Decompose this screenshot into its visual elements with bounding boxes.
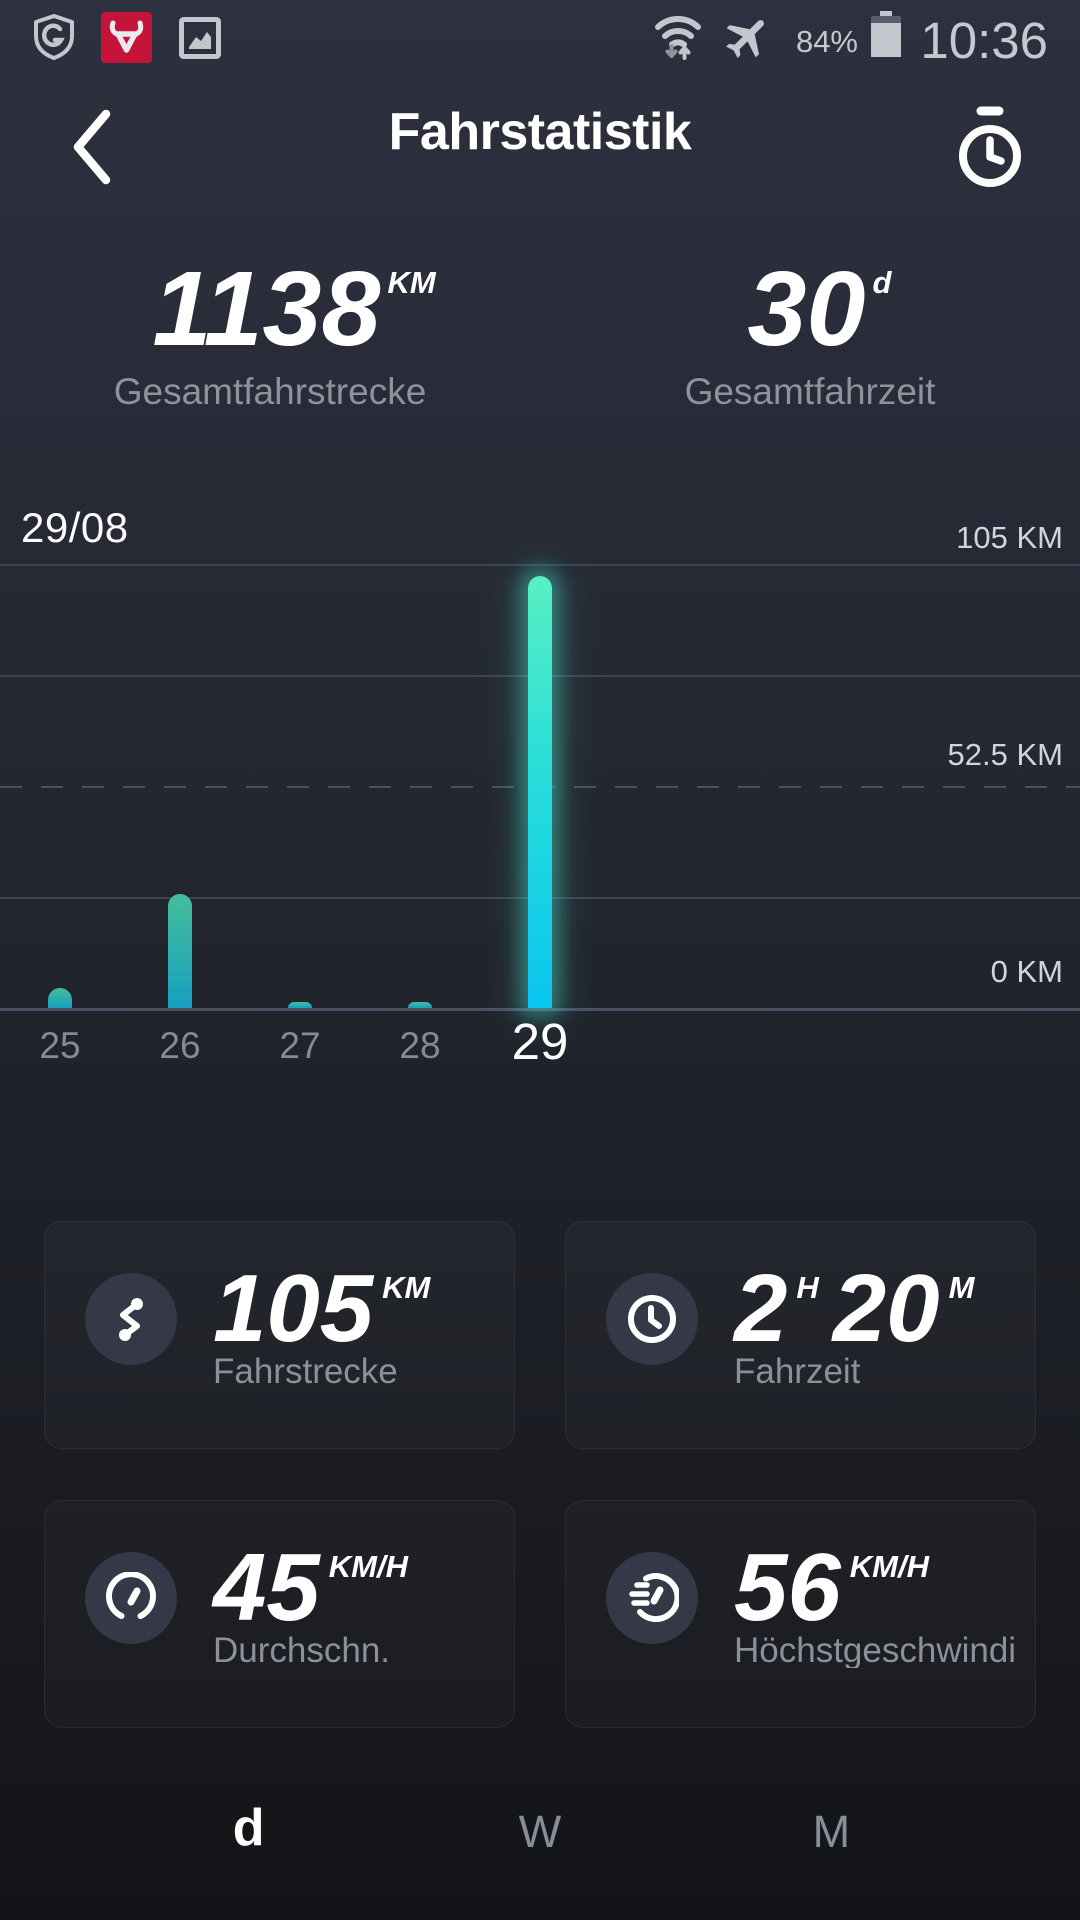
status-time: 10:36 <box>920 12 1048 69</box>
x-axis-label-25[interactable]: 25 <box>39 1025 81 1066</box>
header: Fahrstatistik <box>0 66 1080 216</box>
card-value-unit: H <box>796 1270 819 1305</box>
card-value-number: 56 <box>734 1534 841 1641</box>
back-button[interactable] <box>68 101 138 193</box>
x-axis-label-28[interactable]: 28 <box>399 1025 441 1066</box>
stat-card-2: 45 KM/H Durchschn. <box>44 1500 515 1728</box>
x-axis-label-27[interactable]: 27 <box>279 1025 321 1066</box>
distance-bar-chart: 29/08 105 KM 52.5 KM 0 KM 25 26 27 28 29 <box>0 504 1080 1070</box>
card-label: Fahrstrecke <box>213 1354 398 1389</box>
battery-icon <box>871 11 901 57</box>
stopwatch-icon <box>959 106 1021 187</box>
card-value-number: 20 <box>832 1255 940 1362</box>
clock-icon <box>606 1273 698 1365</box>
total-number: 1138 <box>152 250 381 368</box>
battery-percent: 84% <box>795 24 858 59</box>
total-value: 1138 KM <box>152 250 436 368</box>
timer-button[interactable] <box>956 102 1040 194</box>
screenshot-icon <box>179 17 221 59</box>
card-label: Fahrzeit <box>734 1354 861 1389</box>
card-value: 105 KM <box>213 1261 430 1357</box>
route-icon <box>85 1273 177 1365</box>
chart-bar-27[interactable] <box>288 1002 312 1008</box>
gridline <box>0 564 1080 566</box>
y-axis-label: 52.5 KM <box>947 737 1063 772</box>
chart-bar-25[interactable] <box>48 988 72 1008</box>
card-value: 56 KM/H <box>734 1540 929 1636</box>
chart-bar-29[interactable] <box>528 576 552 1008</box>
tab-W[interactable]: W <box>394 1809 685 1854</box>
card-value-unit: M <box>948 1270 975 1305</box>
total-number: 30 <box>747 250 866 368</box>
y-axis-label: 105 KM <box>956 520 1063 555</box>
gridline <box>0 1008 1080 1011</box>
card-label: Höchstgeschwindi <box>734 1633 1017 1668</box>
shield-antivirus-icon <box>34 14 74 60</box>
gauge-icon <box>85 1552 177 1644</box>
card-value-number: 45 <box>213 1534 320 1641</box>
stat-card-1: 2 H 20 M Fahrzeit <box>565 1221 1036 1449</box>
x-axis-label-26[interactable]: 26 <box>159 1025 201 1066</box>
speed-gauge-icon <box>606 1552 698 1644</box>
total-value: 30 d <box>747 250 892 368</box>
card-value-number: 2 <box>734 1255 788 1362</box>
card-value-unit: KM/H <box>328 1549 408 1584</box>
airplane-mode-icon <box>726 20 764 58</box>
total-stat: 30 d Gesamtfahrzeit <box>540 256 1080 410</box>
stat-card-3: 56 KM/H Höchstgeschwindi <box>565 1500 1036 1728</box>
tab-d[interactable]: d <box>103 1802 394 1854</box>
status-bar: 84% 10:36 <box>0 0 1080 69</box>
page-title: Fahrstatistik <box>388 103 692 161</box>
stat-card-0: 105 KM Fahrstrecke <box>44 1221 515 1449</box>
card-value-number: 105 <box>213 1255 374 1362</box>
card-value: 2 H 20 M <box>734 1261 974 1357</box>
total-label: Gesamtfahrstrecke <box>113 371 427 412</box>
wifi-icon <box>655 16 701 60</box>
chart-bar-26[interactable] <box>168 894 192 1008</box>
y-axis-label: 0 KM <box>990 954 1063 989</box>
card-value: 45 KM/H <box>213 1540 408 1636</box>
card-label: Durchschn. <box>213 1633 391 1668</box>
tab-M[interactable]: M <box>686 1809 977 1854</box>
card-value-unit: KM/H <box>849 1549 929 1584</box>
total-label: Gesamtfahrzeit <box>684 371 936 412</box>
card-value-unit: KM <box>382 1270 431 1305</box>
x-axis-label-29[interactable]: 29 <box>511 1013 569 1070</box>
chart-bar-28[interactable] <box>408 1002 432 1008</box>
total-stat: 1138 KM Gesamtfahrstrecke <box>0 256 540 410</box>
chevron-left-icon <box>73 109 111 185</box>
bulls-app-icon <box>101 12 152 63</box>
chart-date-label: 29/08 <box>21 504 129 551</box>
